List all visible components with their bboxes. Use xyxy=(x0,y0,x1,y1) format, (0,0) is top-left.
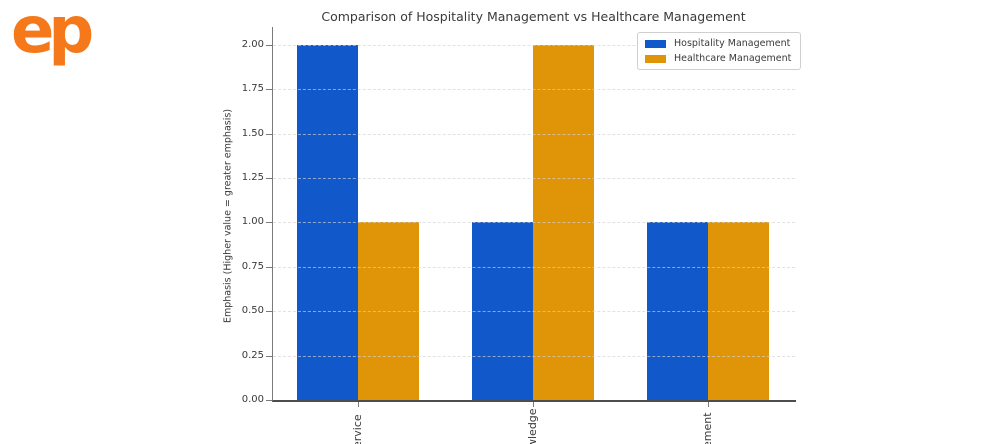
legend-label-healthcare: Healthcare Management xyxy=(674,53,792,64)
y-tick xyxy=(266,355,272,357)
y-tick xyxy=(266,266,272,268)
bar-hospitality-1 xyxy=(472,222,533,400)
gridline xyxy=(273,177,795,179)
y-tick-label: 0.00 xyxy=(241,394,264,405)
y-tick-label: 1.50 xyxy=(241,127,264,139)
logo-ep: ep xyxy=(11,0,94,68)
y-tick xyxy=(266,89,272,91)
gridline xyxy=(273,44,795,46)
y-tick-label: 0.25 xyxy=(241,349,264,361)
bar-healthcare-2 xyxy=(708,222,769,400)
y-tick-label: 2.00 xyxy=(241,38,264,50)
legend-swatch-healthcare-icon xyxy=(645,54,666,63)
bar-hospitality-2 xyxy=(647,222,708,400)
legend-item-hospitality: Hospitality Management xyxy=(645,38,791,49)
chart-title: Comparison of Hospitality Management vs … xyxy=(321,9,746,24)
legend-label-hospitality: Hospitality Management xyxy=(674,38,791,49)
x-tick xyxy=(708,402,709,407)
y-tick xyxy=(266,222,272,224)
bar-hospitality-0 xyxy=(297,44,358,400)
gridline xyxy=(273,89,795,91)
legend: Hospitality Management Healthcare Manage… xyxy=(637,32,802,70)
x-tick xyxy=(533,402,534,407)
legend-item-healthcare: Healthcare Management xyxy=(645,53,791,64)
y-tick-label: 0.50 xyxy=(241,305,264,317)
bar-healthcare-0 xyxy=(358,222,419,400)
x-tick xyxy=(358,402,359,407)
gridline xyxy=(273,311,795,313)
gridline xyxy=(273,355,795,357)
y-tick-label: 1.25 xyxy=(241,171,264,183)
y-tick-label: 0.75 xyxy=(241,260,264,272)
y-tick-label: 1.00 xyxy=(241,216,264,228)
y-tick xyxy=(266,311,272,313)
x-tick-label: ement xyxy=(701,412,714,444)
y-tick xyxy=(266,177,272,179)
bar-healthcare-1 xyxy=(533,44,594,400)
gridline xyxy=(273,222,795,224)
legend-swatch-hospitality-icon xyxy=(645,39,666,48)
y-tick xyxy=(266,44,272,46)
gridline xyxy=(273,133,795,135)
y-tick-label: 1.75 xyxy=(241,83,264,95)
x-tick-label: wledge xyxy=(526,408,539,444)
gridline xyxy=(273,266,795,268)
y-tick xyxy=(266,400,272,401)
y-tick xyxy=(266,133,272,135)
x-tick-label: ervice xyxy=(351,414,364,444)
